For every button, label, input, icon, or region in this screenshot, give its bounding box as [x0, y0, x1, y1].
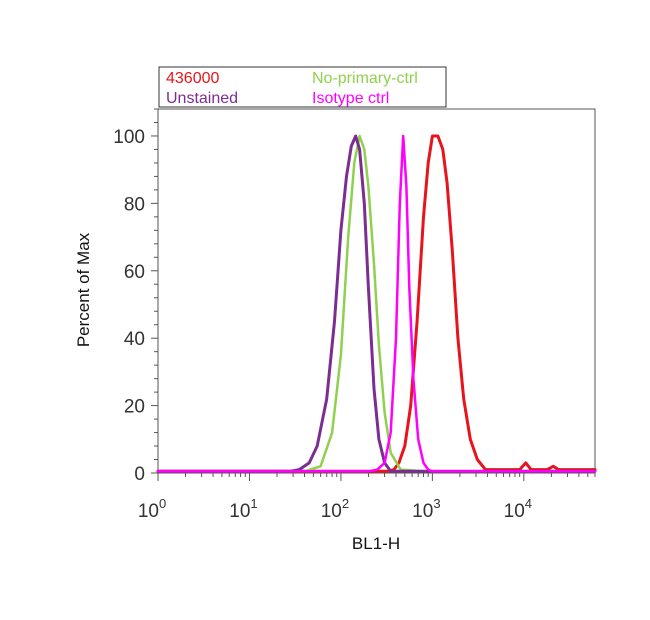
legend-frame: [158, 66, 447, 108]
legend-entry-isotype-ctrl: Isotype ctrl: [312, 90, 389, 107]
series-line-436000: [156, 134, 597, 473]
legend-entry-436000: 436000: [166, 70, 219, 87]
x-tick-label: 102: [321, 496, 349, 522]
y-tick-label: 20: [124, 397, 145, 418]
series-lines: [156, 134, 597, 473]
x-tick-label: 101: [229, 496, 257, 522]
y-axis: 0 20 40 60 80 100: [113, 108, 158, 485]
legend-entry-no-primary-ctrl: No-primary-ctrl: [312, 70, 418, 87]
x-tick-label: 104: [504, 496, 532, 522]
x-axis: 100 101 102 103 104: [138, 473, 596, 522]
legend-entry-unstained: Unstained: [166, 90, 238, 107]
y-tick-label: 80: [124, 194, 145, 215]
y-tick-label: 0: [134, 464, 145, 485]
x-tick-label: 103: [412, 496, 440, 522]
x-axis-title: BL1-H: [352, 534, 400, 553]
y-tick-label: 60: [124, 262, 145, 283]
y-axis-title: Percent of Max: [74, 232, 93, 347]
series-line-no-primary-ctrl: [156, 134, 597, 473]
series-line-unstained: [156, 134, 597, 473]
y-tick-label: 40: [124, 329, 145, 350]
y-tick-label: 100: [113, 127, 145, 148]
legend: 436000 No-primary-ctrl Unstained Isotype…: [158, 66, 447, 108]
series-line-isotype-ctrl: [156, 134, 597, 473]
x-tick-label: 100: [138, 496, 166, 522]
plot-area-frame: [157, 108, 596, 474]
